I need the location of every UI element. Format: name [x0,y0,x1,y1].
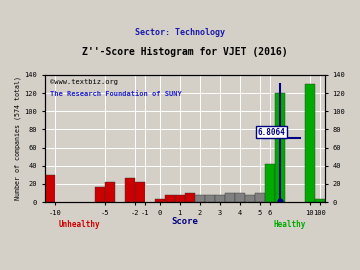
Text: ©www.textbiz.org: ©www.textbiz.org [50,79,118,85]
Bar [235,193,245,202]
Bar [105,182,114,202]
Bar [265,164,275,202]
Bar [125,178,135,202]
Text: The Research Foundation of SUNY: The Research Foundation of SUNY [50,92,182,97]
Bar [305,84,315,202]
Bar [165,195,175,202]
Text: Unhealthy: Unhealthy [59,220,100,229]
Bar [175,195,185,202]
Bar [215,195,225,202]
Bar [135,182,145,202]
Bar [95,187,105,202]
Bar [255,193,265,202]
Bar [204,195,215,202]
X-axis label: Score: Score [171,217,198,226]
Bar [185,193,195,202]
Bar [315,199,325,202]
Text: Healthy: Healthy [274,220,306,229]
Bar [275,93,285,202]
Title: Z''-Score Histogram for VJET (2016): Z''-Score Histogram for VJET (2016) [82,48,287,58]
Bar [245,195,255,202]
Bar [225,193,235,202]
Bar [45,175,55,202]
Y-axis label: Number of companies (574 total): Number of companies (574 total) [15,76,22,201]
Text: Sector: Technology: Sector: Technology [135,28,225,37]
Text: 6.8064: 6.8064 [258,128,285,137]
Bar [195,195,204,202]
Bar [155,199,165,202]
